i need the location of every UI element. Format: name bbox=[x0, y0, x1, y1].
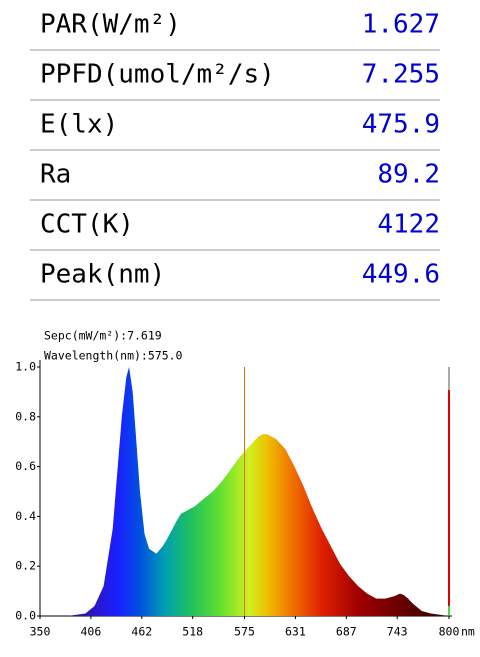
row-label: E(lx) bbox=[40, 110, 118, 140]
y-tick-label: 0.6 bbox=[15, 459, 36, 473]
row-value: 7.255 bbox=[362, 60, 440, 90]
chart: Sepc(mW/m²):7.619 Wavelength(nm):575.0 0.0… bbox=[15, 329, 475, 639]
x-tick-label: 687 bbox=[336, 625, 357, 639]
y-tick-label: 0.4 bbox=[15, 509, 36, 523]
row-label: PAR(W/m²) bbox=[40, 10, 181, 40]
x-tick-label: 631 bbox=[285, 625, 306, 639]
y-tick-label: 0.2 bbox=[15, 559, 36, 573]
row-value: 1.627 bbox=[362, 10, 440, 40]
x-unit: nm bbox=[461, 625, 475, 639]
x-tick-label: 800 bbox=[439, 625, 460, 639]
x-tick-label: 462 bbox=[131, 625, 152, 639]
y-tick-label: 1.0 bbox=[15, 360, 36, 374]
annotation: Sepc(mW/m²):7.619 bbox=[44, 329, 162, 343]
row-value: 89.2 bbox=[377, 160, 440, 190]
x-tick-label: 350 bbox=[30, 625, 51, 639]
row-value: 4122 bbox=[377, 210, 440, 240]
x-tick-label: 406 bbox=[81, 625, 102, 639]
x-tick-label: 743 bbox=[387, 625, 408, 639]
row-value: 475.9 bbox=[362, 110, 440, 140]
y-tick-label: 0.8 bbox=[15, 409, 36, 423]
annotation: Wavelength(nm):575.0 bbox=[44, 349, 183, 363]
table: PAR(W/m²) 1.627 PPFD(umol/m²/s) 7.255 E(lx) 4… bbox=[30, 10, 440, 301]
x-tick-label: 518 bbox=[182, 625, 203, 639]
row-label: CCT(K) bbox=[40, 210, 134, 240]
row-value: 449.6 bbox=[362, 260, 440, 290]
y-tick-label: 0.0 bbox=[15, 609, 36, 623]
x-tick-label: 575 bbox=[234, 625, 255, 639]
row-label: PPFD(umol/m²/s) bbox=[40, 60, 275, 90]
row-label: Ra bbox=[40, 160, 71, 190]
spectrum-area bbox=[67, 367, 450, 616]
row-label: Peak(nm) bbox=[40, 260, 165, 290]
